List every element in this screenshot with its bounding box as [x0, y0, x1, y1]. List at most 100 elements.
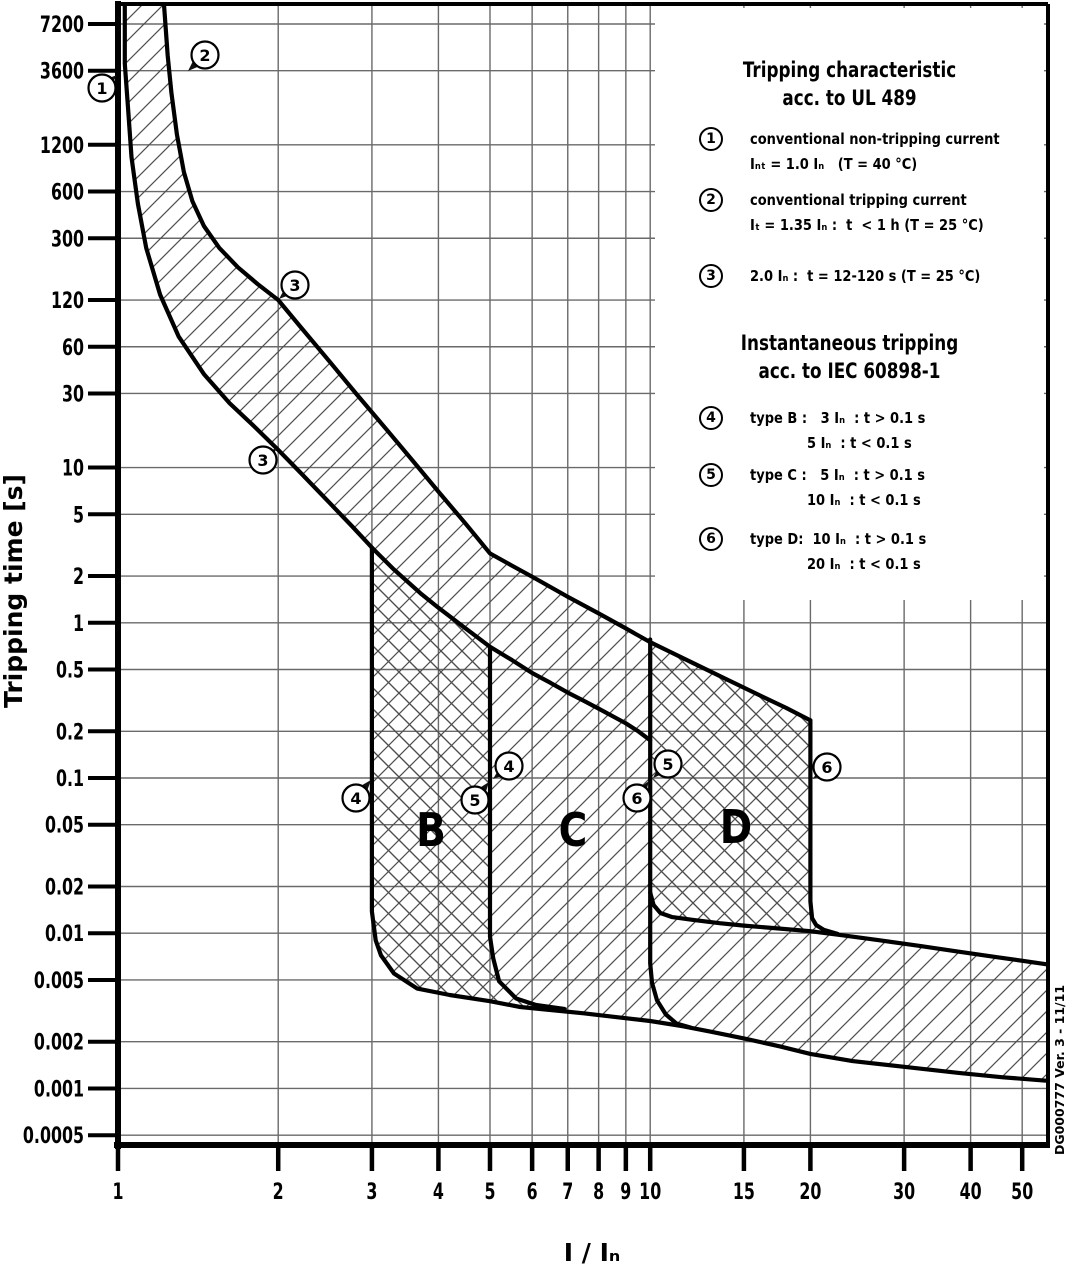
marker-circle-icon — [341, 783, 371, 813]
y-tick-label-0.02: 0.02 — [45, 874, 84, 900]
curve-marker-5: 5 — [653, 749, 683, 779]
marker-circle-icon — [494, 751, 524, 781]
legend-item-2-line2: Iₜ = 1.35 Iₙ : t < 1 h (T = 25 °C) — [750, 216, 984, 234]
legend-title-iec-line1: Instantaneous tripping — [740, 331, 959, 355]
marker-circle-icon — [460, 785, 490, 815]
y-tick-label-1: 1 — [73, 610, 84, 636]
legend-title-iec: Instantaneous tripping acc. to IEC 60898… — [655, 329, 1044, 385]
legend-title-ul489-line2: acc. to UL 489 — [782, 86, 917, 110]
legend-item-2-line1: conventional tripping current — [750, 191, 967, 209]
hatched-regions — [124, 4, 1048, 1081]
curve-type-B-3In-boundary-and-lower-band-limit — [369, 545, 1050, 1083]
y-tick-label-0.5: 0.5 — [56, 657, 84, 683]
curve-marker-3: 3 — [248, 445, 278, 475]
marker-number: 4 — [350, 789, 361, 808]
marker-circle-icon — [190, 40, 220, 70]
curve-thermal-upper-limit — [161, 2, 813, 723]
marker-number: 5 — [469, 791, 480, 810]
marker-circle-icon — [248, 445, 278, 475]
tick-labels: 7200360012006003001206030105210.50.20.10… — [23, 11, 1033, 1204]
y-tick-label-0.1: 0.1 — [56, 765, 84, 791]
y-tick-label-0.05: 0.05 — [45, 812, 84, 838]
y-tick-label-0.2: 0.2 — [56, 719, 84, 745]
curve-marker-3: 3 — [279, 270, 310, 300]
y-axis-title: Tripping time [s] — [0, 474, 28, 708]
tripping-zone-hatch-forward — [124, 4, 1048, 1081]
x-tick-label-6: 6 — [527, 1178, 538, 1204]
x-tick-label-15: 15 — [733, 1178, 755, 1204]
y-tick-label-0.005: 0.005 — [34, 967, 84, 993]
marker-circle-icon — [87, 73, 117, 103]
legend-item-5-line2: 10 Iₙ : t < 0.1 s — [807, 491, 921, 509]
x-tick-label-30: 30 — [893, 1178, 915, 1204]
y-tick-label-0.01: 0.01 — [45, 921, 84, 947]
legend-marker-2-icon: 2 — [699, 188, 723, 212]
marker-number: 6 — [631, 789, 642, 808]
legend-item-3-line1: 2.0 Iₙ : t = 12-120 s (T = 25 °C) — [750, 267, 981, 285]
marker-number: 1 — [96, 79, 107, 98]
marker-number: 2 — [199, 46, 210, 65]
y-tick-label-1200: 1200 — [40, 132, 84, 158]
marker-circle-icon — [812, 752, 842, 782]
x-tick-label-20: 20 — [799, 1178, 821, 1204]
y-tick-label-0.002: 0.002 — [34, 1029, 84, 1055]
curve-marker-6: 6 — [812, 752, 842, 782]
curve-marker-1: 1 — [87, 73, 117, 103]
legend-item-1-line2: Iₙₜ = 1.0 Iₙ (T = 40 °C) — [750, 155, 918, 173]
x-tick-label-40: 40 — [960, 1178, 982, 1204]
x-tick-label-3: 3 — [366, 1178, 377, 1204]
legend-panel: Tripping characteristic acc. to UL 489 1… — [655, 8, 1044, 600]
curve-type-D-10In-boundary — [648, 637, 693, 1030]
marker-circle-icon — [653, 749, 683, 779]
x-tick-label-5: 5 — [484, 1178, 495, 1204]
document-number-watermark: DG000777 Ver. 3 - 11/11 — [1052, 984, 1067, 1156]
legend-marker-5-icon: 5 — [699, 463, 723, 487]
marker-circle-icon — [280, 270, 310, 300]
y-tick-label-2: 2 — [73, 563, 84, 589]
y-tick-label-5: 5 — [73, 502, 84, 528]
y-tick-label-60: 60 — [62, 334, 84, 360]
x-tick-label-2: 2 — [273, 1178, 284, 1204]
curve-marker-6: 6 — [622, 781, 652, 813]
legend-item-4-line1: type B : 3 Iₙ : t > 0.1 s — [750, 409, 926, 427]
marker-number: 4 — [503, 757, 514, 776]
legend-marker-4-icon: 4 — [699, 406, 723, 430]
x-tick-label-7: 7 — [562, 1178, 573, 1204]
marker-number: 6 — [821, 758, 832, 777]
x-axis-title: I / Iₙ — [563, 1238, 621, 1267]
legend-title-ul489-line1: Tripping characteristic — [742, 58, 957, 82]
y-tick-label-0.001: 0.001 — [34, 1076, 84, 1102]
marker-circle-icon — [622, 783, 652, 813]
curve-type-C-5In-boundary — [487, 644, 567, 1012]
x-tick-label-50: 50 — [1011, 1178, 1033, 1204]
zone-D-hatch-back — [650, 639, 838, 934]
curve-marker-4: 4 — [341, 780, 371, 813]
y-tick-label-10: 10 — [62, 455, 84, 481]
zone-label-C: C — [559, 804, 588, 858]
legend-marker-3-icon: 3 — [699, 264, 723, 288]
curve-marker-2: 2 — [188, 40, 220, 71]
legend-item-4-line2: 5 Iₙ : t < 0.1 s — [807, 434, 912, 452]
zone-label-B: B — [416, 804, 446, 858]
x-tick-label-1: 1 — [112, 1178, 123, 1204]
y-tick-label-7200: 7200 — [40, 11, 84, 37]
zone-label-D: D — [720, 801, 752, 855]
x-tick-label-9: 9 — [620, 1178, 631, 1204]
legend-title-ul489: Tripping characteristic acc. to UL 489 — [655, 56, 1044, 112]
marker-number: 5 — [662, 755, 673, 774]
marker-number: 3 — [257, 451, 268, 470]
curve-marker-5: 5 — [460, 782, 490, 815]
legend-marker-6-icon: 6 — [699, 527, 723, 551]
curve-upper-band-limit — [648, 890, 1050, 967]
x-tick-label-10: 10 — [639, 1178, 661, 1204]
legend-item-6-line1: type D: 10 Iₙ : t > 0.1 s — [750, 530, 927, 548]
y-tick-label-600: 600 — [51, 179, 84, 205]
y-tick-label-300: 300 — [51, 226, 84, 252]
y-tick-label-120: 120 — [51, 287, 84, 313]
y-tick-label-0.0005: 0.0005 — [23, 1123, 84, 1149]
axes-frame — [88, 1, 1050, 1171]
legend-item-5-line1: type C : 5 Iₙ : t > 0.1 s — [750, 466, 926, 484]
marker-number: 3 — [289, 276, 300, 295]
x-tick-label-8: 8 — [593, 1178, 604, 1204]
